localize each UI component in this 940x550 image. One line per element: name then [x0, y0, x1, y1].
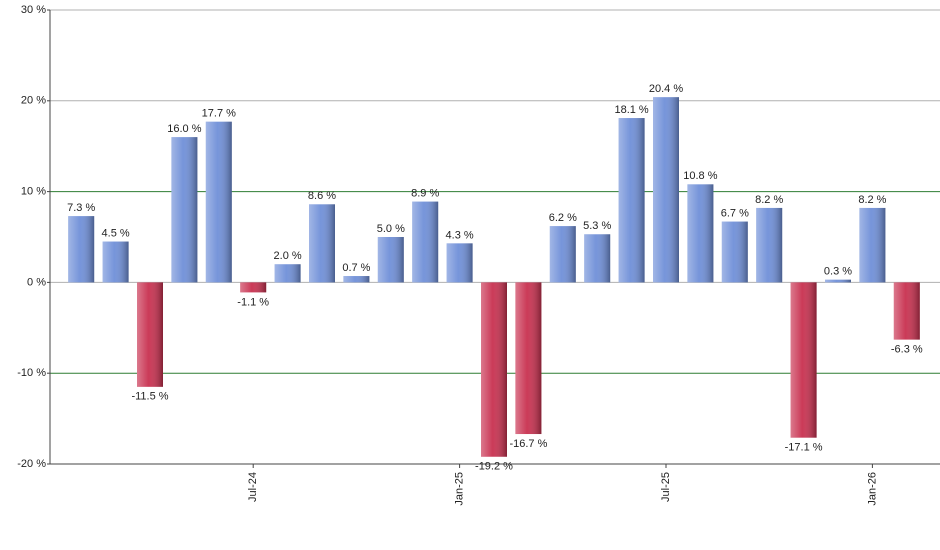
bar-group	[274, 264, 301, 283]
x-tick-label: Jul-24	[247, 472, 259, 502]
bar-group	[240, 282, 267, 293]
bar	[515, 282, 542, 435]
value-label: -19.2 %	[475, 461, 513, 473]
value-label: -6.3 %	[891, 344, 923, 356]
bar	[274, 264, 301, 283]
bar	[893, 282, 920, 340]
bar-group	[584, 234, 611, 283]
bar	[790, 282, 817, 438]
bar-group	[756, 207, 783, 283]
bar	[68, 216, 95, 283]
x-tick-label: Jan-25	[454, 472, 466, 506]
value-label: 5.0 %	[377, 223, 405, 235]
bar-group	[481, 282, 507, 457]
x-tick-label: Jan-26	[866, 472, 878, 506]
bar	[171, 137, 198, 283]
bar	[687, 184, 714, 283]
bar	[137, 282, 163, 387]
bar-group	[893, 282, 920, 340]
bar-group	[549, 226, 576, 283]
bar-group	[687, 184, 714, 283]
y-tick-label: 0 %	[27, 276, 46, 288]
bar-group	[343, 276, 370, 283]
value-label: 8.9 %	[411, 187, 439, 199]
y-tick-label: -20 %	[17, 458, 46, 470]
value-label: 17.7 %	[202, 108, 236, 120]
value-label: 20.4 %	[649, 83, 683, 95]
bar	[653, 97, 679, 283]
value-label: 8.6 %	[308, 190, 336, 202]
value-label: 5.3 %	[583, 220, 611, 232]
bar	[412, 201, 439, 283]
bar	[825, 279, 851, 283]
value-label: 16.0 %	[167, 123, 201, 135]
value-label: -1.1 %	[237, 296, 269, 308]
bar	[377, 237, 404, 283]
bar-group	[102, 241, 129, 283]
bar-group	[721, 221, 748, 283]
bar	[584, 234, 611, 283]
value-label: 8.2 %	[755, 194, 783, 206]
bar	[343, 276, 370, 283]
bar-group	[446, 243, 473, 283]
bar	[205, 121, 232, 283]
bar-group	[515, 282, 542, 435]
value-label: 0.3 %	[824, 266, 852, 278]
bar	[859, 207, 886, 283]
value-label: -17.1 %	[785, 442, 823, 454]
bar-group	[653, 97, 679, 283]
value-label: 18.1 %	[614, 104, 648, 116]
bar-group	[412, 201, 439, 283]
y-tick-label: 10 %	[21, 186, 46, 198]
bar-group	[171, 137, 198, 283]
bar	[102, 241, 129, 283]
value-label: 6.7 %	[721, 207, 749, 219]
value-label: -11.5 %	[131, 391, 168, 403]
bar-group	[205, 121, 232, 283]
bar	[721, 221, 748, 283]
y-tick-label: -10 %	[17, 367, 46, 379]
y-tick-label: 30 %	[21, 4, 46, 16]
value-label: 8.2 %	[858, 194, 886, 206]
value-label: 6.2 %	[549, 212, 577, 224]
bar	[756, 207, 783, 283]
bar-group	[859, 207, 886, 283]
x-tick-label: Jul-25	[660, 472, 672, 502]
bar-group	[137, 282, 163, 387]
value-label: 4.5 %	[102, 227, 130, 239]
bar-group	[790, 282, 817, 438]
bar-group	[68, 216, 95, 283]
value-label: 4.3 %	[446, 229, 474, 241]
value-label: 7.3 %	[67, 202, 95, 214]
bar-group	[377, 237, 404, 283]
value-label: -16.7 %	[509, 438, 547, 450]
bar	[549, 226, 576, 283]
bar-group	[309, 204, 335, 283]
bar	[309, 204, 335, 283]
bar	[481, 282, 507, 457]
bar	[240, 282, 267, 293]
value-label: 2.0 %	[274, 250, 302, 262]
bar	[446, 243, 473, 283]
y-tick-label: 20 %	[21, 95, 46, 107]
bar-group	[618, 118, 645, 283]
value-label: 10.8 %	[683, 170, 717, 182]
bar-group	[825, 279, 851, 283]
value-label: 0.7 %	[342, 262, 370, 274]
bar	[618, 118, 645, 283]
